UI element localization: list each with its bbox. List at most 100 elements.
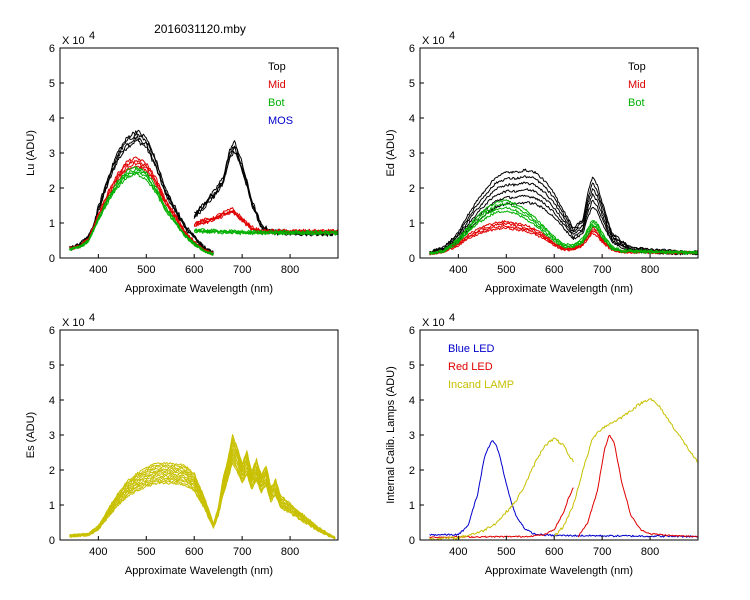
y-multiplier: X 10: [62, 35, 85, 47]
x-tick-label: 600: [185, 264, 203, 276]
x-tick-label: 500: [137, 264, 155, 276]
legend-entry: Red LED: [448, 361, 493, 373]
series-line-es: [69, 462, 336, 540]
series-line-es: [69, 439, 336, 539]
x-tick-label: 800: [641, 264, 659, 276]
x-tick-label: 700: [233, 264, 251, 276]
series-line-red-led: [429, 487, 574, 539]
y-multiplier-exponent: 4: [89, 312, 95, 324]
x-tick-label: 800: [641, 546, 659, 558]
series-line-bot: [429, 199, 698, 255]
y-multiplier: X 10: [62, 317, 85, 329]
legend-entry: Mid: [268, 79, 286, 91]
y-tick-label: 1: [409, 218, 415, 230]
y-tick-label: 5: [409, 78, 415, 90]
y-tick-label: 3: [49, 148, 55, 160]
y-tick-label: 6: [409, 325, 415, 337]
chart-cal: 0 1 2 3 4 5 6 400 500 600 700 800 X 10 4 Approximate W…: [385, 312, 699, 577]
chart-lu: 0 1 2 3 4 5 6 400 500 600 700 800 X 10 4 Approximate W…: [25, 30, 339, 295]
x-tick-label: 500: [497, 546, 515, 558]
series-line-top: [429, 175, 698, 254]
y-multiplier-exponent: 4: [449, 312, 455, 324]
x-tick-label: 400: [89, 264, 107, 276]
series-line-top: [193, 146, 338, 237]
legend-entry: Top: [268, 61, 286, 73]
x-tick-label: 700: [233, 546, 251, 558]
x-tick-label: 800: [281, 546, 299, 558]
legend-entry: MOS: [268, 115, 293, 127]
y-axis-label: Internal Calib. Lamps (ADU): [385, 366, 397, 504]
series-line-top: [429, 181, 698, 255]
plot-frame: [59, 329, 339, 541]
y-tick-label: 4: [409, 395, 415, 407]
y-tick-label: 1: [409, 500, 415, 512]
series-line-red-led: [577, 434, 698, 538]
y-axis-label: Es (ADU): [25, 412, 37, 458]
series-line-es: [69, 441, 336, 539]
y-tick-label: 3: [49, 430, 55, 442]
x-tick-label: 600: [185, 546, 203, 558]
series-line-top: [69, 129, 214, 254]
legend-entry: Top: [628, 61, 646, 73]
y-tick-label: 5: [49, 360, 55, 372]
y-tick-label: 6: [409, 43, 415, 55]
series-line-es: [69, 445, 336, 539]
chart-es: 0 1 2 3 4 5 6 400 500 600 700 800 X 10 4 Approximate W…: [25, 312, 339, 577]
x-axis-label: Approximate Wavelength (nm): [125, 283, 273, 295]
x-tick-label: 600: [545, 546, 563, 558]
y-tick-label: 0: [49, 535, 55, 547]
x-tick-label: 400: [449, 264, 467, 276]
x-tick-label: 800: [281, 264, 299, 276]
y-tick-label: 6: [49, 43, 55, 55]
y-tick-label: 3: [409, 430, 415, 442]
series-line-es: [69, 434, 336, 539]
y-tick-label: 0: [49, 253, 55, 265]
series-line-bot: [194, 229, 338, 235]
x-tick-label: 400: [449, 546, 467, 558]
series-line-bot: [69, 166, 214, 255]
legend-entry: Blue LED: [448, 343, 495, 355]
y-tick-label: 1: [49, 218, 55, 230]
y-axis-label: Ed (ADU): [385, 129, 397, 176]
y-tick-label: 3: [409, 148, 415, 160]
x-tick-label: 600: [545, 264, 563, 276]
x-axis-label: Approximate Wavelength (nm): [485, 283, 633, 295]
series-line-incand-lamp: [429, 437, 574, 540]
series-line-top: [194, 140, 338, 235]
series-line-blue-led: [429, 440, 698, 538]
x-tick-label: 700: [593, 546, 611, 558]
legend-entry: Bot: [628, 97, 645, 109]
series-line-top: [429, 168, 698, 254]
series-line-top: [429, 188, 698, 255]
y-tick-label: 2: [49, 465, 55, 477]
series-line-top: [193, 145, 338, 236]
y-tick-label: 2: [409, 183, 415, 195]
plot-area: [429, 398, 698, 540]
series-line-bot: [69, 171, 214, 256]
plot-area: [69, 434, 336, 540]
x-tick-label: 700: [593, 264, 611, 276]
y-multiplier: X 10: [422, 35, 445, 47]
plot-frame: [59, 47, 339, 259]
series-line-es: [69, 437, 336, 539]
y-tick-label: 6: [49, 325, 55, 337]
x-tick-label: 500: [137, 546, 155, 558]
series-line-incand-lamp: [553, 398, 698, 538]
legend-entry: Bot: [268, 97, 285, 109]
x-axis-label: Approximate Wavelength (nm): [125, 565, 273, 577]
y-tick-label: 4: [409, 113, 415, 125]
y-tick-label: 2: [409, 465, 415, 477]
y-multiplier-exponent: 4: [449, 30, 455, 42]
y-tick-label: 5: [409, 360, 415, 372]
plot-area: [69, 129, 338, 256]
x-tick-label: 500: [497, 264, 515, 276]
y-tick-label: 4: [49, 113, 55, 125]
legend-entry: Incand LAMP: [448, 379, 514, 391]
chart-ed: 0 1 2 3 4 5 6 400 500 600 700 800 X 10 4 Approximate W…: [385, 30, 699, 295]
x-tick-label: 400: [89, 546, 107, 558]
y-tick-label: 0: [409, 253, 415, 265]
y-tick-label: 4: [49, 395, 55, 407]
y-tick-label: 5: [49, 78, 55, 90]
y-tick-label: 1: [49, 500, 55, 512]
legend-entry: Mid: [628, 79, 646, 91]
